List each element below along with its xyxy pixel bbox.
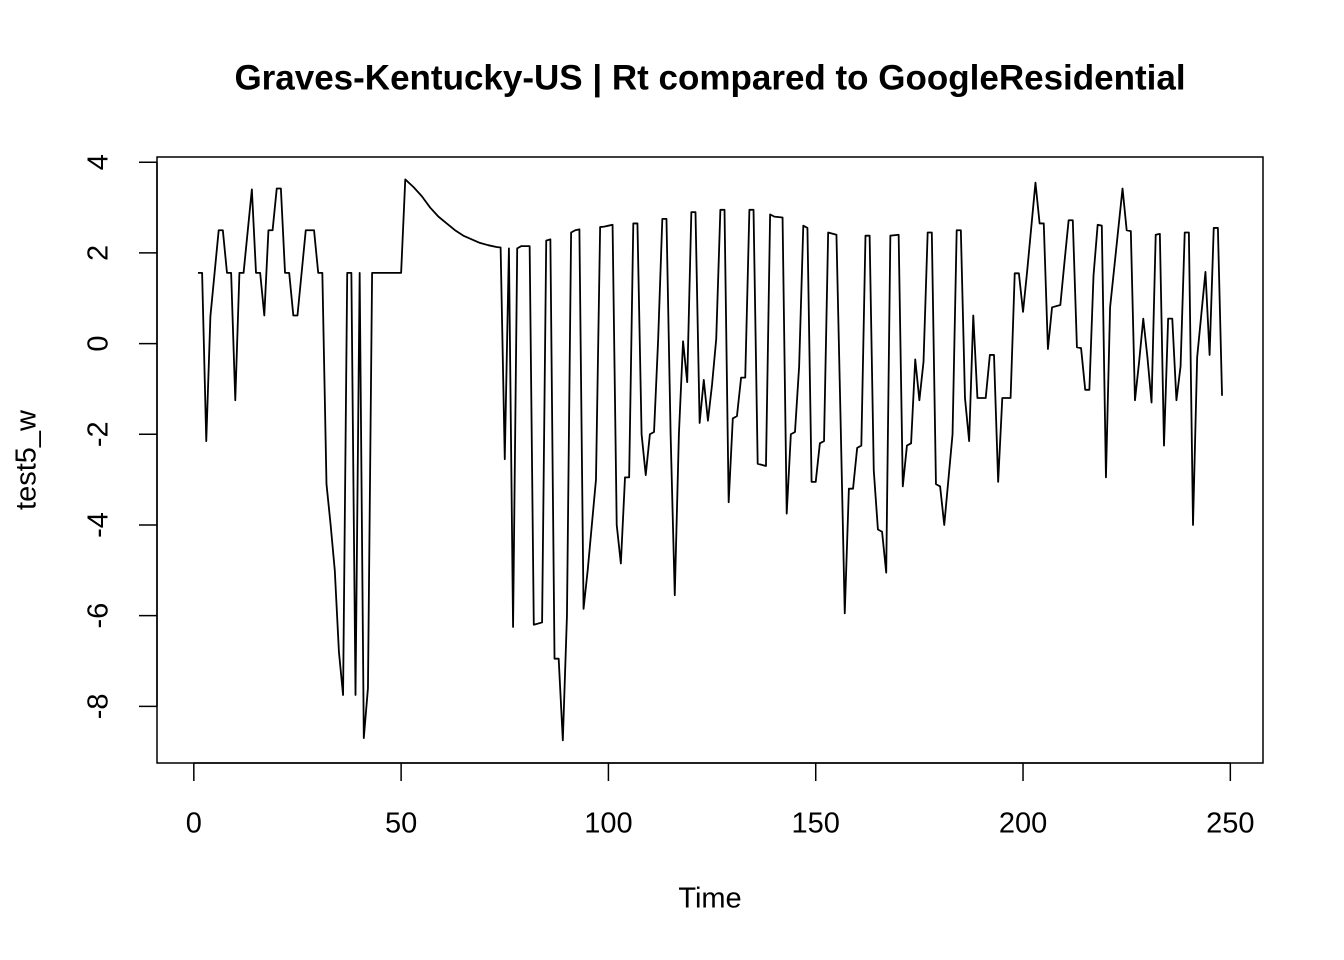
y-axis-label: test5_w: [11, 409, 43, 510]
x-tick-label: 0: [186, 808, 202, 840]
x-tick-label: 200: [999, 808, 1047, 840]
x-tick-label: 150: [792, 808, 840, 840]
x-tick-label: 100: [584, 808, 632, 840]
y-tick-label: 4: [83, 154, 115, 170]
y-tick-label: 0: [83, 336, 115, 352]
y-tick-label: -2: [83, 421, 115, 447]
chart-title: Graves-Kentucky-US | Rt compared to Goog…: [234, 58, 1185, 97]
y-tick-label: 2: [83, 245, 115, 261]
y-tick-label: -4: [83, 512, 115, 538]
y-tick-label: -8: [83, 693, 115, 719]
y-tick-label: -6: [83, 603, 115, 629]
x-tick-label: 250: [1206, 808, 1254, 840]
data-line: [197, 178, 1223, 742]
x-tick-label: 50: [385, 808, 417, 840]
x-axis-label: Time: [678, 883, 741, 915]
